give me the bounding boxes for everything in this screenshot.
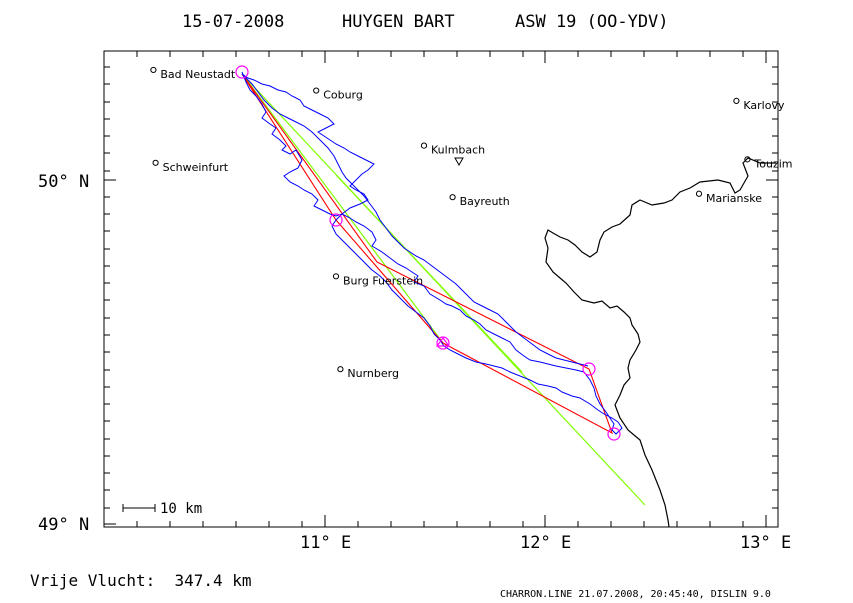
town-marker-icon — [733, 97, 740, 104]
town-layer: SuhlBad NeustadtCoburgKulmbachSchweinfur… — [150, 66, 793, 380]
town-label: Kulmbach — [431, 144, 485, 157]
town-marker-icon — [313, 87, 320, 94]
town-marker-icon — [332, 273, 340, 280]
task-route — [241, 73, 613, 435]
leg-line — [335, 174, 523, 373]
flight-track — [241, 71, 623, 435]
leg-line — [242, 74, 444, 344]
town-label: Bad Neustadt — [160, 68, 236, 81]
turnpoint-start — [235, 65, 249, 79]
town-label: Schweinfurt — [163, 161, 229, 174]
free-flight-distance: Vrije Vlucht: 347.4 km — [30, 571, 252, 590]
town-marker-icon — [152, 159, 159, 166]
town-label: Nurnberg — [347, 367, 399, 380]
town-label: Coburg — [323, 89, 363, 102]
town-label: Karlovy — [743, 99, 785, 112]
title: 15-07-2008 HUYGEN BART ASW 19 (OO-YDV) — [182, 12, 669, 32]
country-border — [544, 157, 776, 528]
town-label: Burg Fuerstein — [343, 274, 423, 287]
axis-labels: 50° N 49° N 11° E 12° E 13° E — [38, 172, 791, 553]
town-label: Marianske — [706, 192, 762, 205]
town-label: Bayreuth — [460, 195, 510, 208]
bayreuth-triangle — [435, 337, 451, 347]
flight-track-2 — [241, 73, 589, 367]
turnpoint-3 — [582, 362, 596, 376]
waypoint-marker-icon — [454, 157, 464, 167]
town-marker-icon — [744, 156, 751, 163]
turnpoint-4 — [607, 427, 621, 441]
software-info: CHARRON.LINE 21.07.2008, 20:45:40, DISLI… — [500, 589, 771, 600]
town-marker-icon — [337, 366, 344, 373]
town-marker-icon — [449, 194, 456, 201]
town-marker-icon — [695, 190, 703, 197]
frame-ticks — [104, 51, 778, 527]
title-glider: ASW 19 (OO-YDV) — [515, 12, 669, 32]
town-marker-icon — [420, 142, 428, 149]
x-tick-11e: 11° E — [300, 533, 351, 553]
green-legs — [241, 73, 646, 506]
y-tick-50n: 50° N — [38, 172, 89, 192]
title-date: 15-07-2008 — [182, 12, 284, 32]
scale-bar-label: 10 km — [160, 501, 202, 517]
town-label: Touzim — [753, 157, 792, 170]
scale-bar: 10 km — [122, 501, 202, 517]
y-tick-49n: 49° N — [38, 515, 89, 535]
turnpoint-1 — [329, 213, 343, 227]
town-marker-icon — [150, 66, 157, 74]
title-pilot: HUYGEN BART — [342, 12, 455, 32]
x-tick-13e: 13° E — [740, 533, 791, 553]
x-tick-12e: 12° E — [520, 533, 571, 553]
map-frame — [103, 50, 779, 528]
turnpoints — [235, 65, 621, 441]
